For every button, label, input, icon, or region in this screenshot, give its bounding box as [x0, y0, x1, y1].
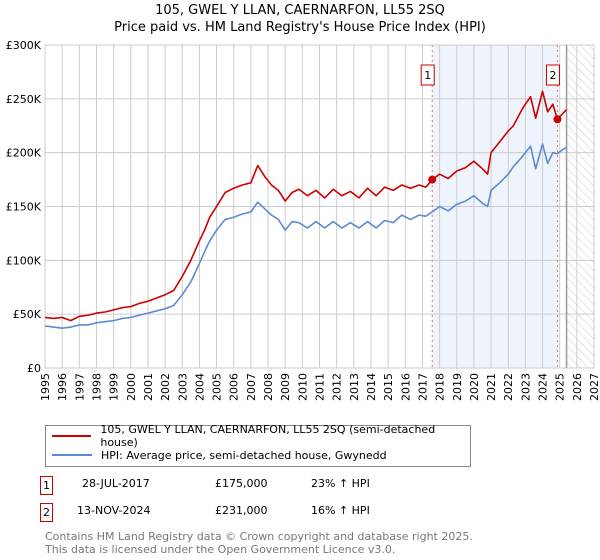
sale-marker-box: [545, 64, 560, 86]
sale-marker-box: [420, 64, 435, 86]
chart-subtitle: Price paid vs. HM Land Registry's House …: [114, 20, 486, 35]
x-tick-label: 2022: [502, 373, 515, 401]
x-tick-label: 2007: [245, 373, 258, 401]
x-tick-label: 2009: [279, 373, 292, 401]
x-tick-label: 2023: [519, 373, 532, 401]
hpi-series-line: [44, 143, 567, 329]
y-tick-label: £300K: [6, 39, 42, 52]
y-tick-label: £50K: [13, 308, 42, 321]
x-tick-label: 2014: [365, 373, 378, 401]
x-tick-label: 2027: [588, 373, 600, 401]
x-tick-label: 2000: [125, 373, 138, 401]
x-tick-label: 1998: [90, 373, 103, 401]
x-tick-label: 1999: [108, 373, 121, 401]
y-tick-label: £250K: [6, 93, 42, 106]
x-tick-label: 2024: [537, 373, 550, 401]
x-tick-label: 2026: [571, 373, 584, 401]
x-tick-label: 2021: [485, 373, 498, 401]
transaction-hpi: 23% ↑ HPI: [311, 477, 370, 490]
legend-red-line: [52, 435, 92, 437]
x-tick-label: 2001: [142, 373, 155, 401]
transaction-price: £175,000: [215, 477, 268, 490]
x-tick-label: 2004: [193, 373, 206, 401]
footer-line-1: Contains HM Land Registry data © Crown c…: [45, 530, 473, 543]
transaction-badge: 2: [40, 503, 53, 522]
x-tick-label: 1997: [73, 373, 86, 401]
transaction-date: 28-JUL-2017: [82, 477, 150, 490]
y-tick-label: £100K: [6, 254, 42, 267]
x-tick-label: 2015: [382, 373, 395, 401]
sale-point: [553, 115, 562, 124]
x-tick-label: 2005: [211, 373, 224, 401]
x-tick-label: 2018: [434, 373, 447, 401]
x-tick-label: 2011: [314, 373, 327, 401]
x-tick-label: 2012: [331, 373, 344, 401]
legend: 105, GWEL Y LLAN, CAERNARFON, LL55 2SQ (…: [45, 423, 471, 467]
plot-border: [44, 44, 595, 369]
x-tick-label: 2025: [554, 373, 567, 401]
x-tick-label: 2020: [468, 373, 481, 401]
legend-property-label: 105, GWEL Y LLAN, CAERNARFON, LL55 2SQ (…: [100, 423, 436, 449]
property-series-line: [44, 90, 568, 322]
x-tick-label: 2010: [296, 373, 309, 401]
x-tick-label: 2002: [159, 373, 172, 401]
transaction-badge: 1: [40, 476, 53, 495]
y-tick-label: £150K: [6, 201, 42, 214]
sale-point: [428, 175, 437, 184]
sale-marker-label: 2: [549, 69, 556, 82]
footer: Contains HM Land Registry data © Crown c…: [45, 530, 473, 556]
legend-blue-line: [52, 454, 92, 456]
transaction-hpi: 16% ↑ HPI: [311, 504, 370, 517]
legend-hpi-label: HPI: Average price, semi-detached house,…: [101, 448, 387, 462]
y-tick-label: £0: [27, 362, 41, 375]
x-tick-label: 2019: [451, 373, 464, 401]
chart-title: 105, GWEL Y LLAN, CAERNARFON, LL55 2SQ: [155, 3, 445, 18]
x-tick-label: 2017: [416, 373, 429, 401]
x-tick-label: 1995: [39, 373, 52, 401]
price-chart: 1995 1996 1997 1998 1999 2000 2001 2002 2003 2004…: [6, 39, 600, 401]
footer-line-2: This data is licensed under the Open Gov…: [45, 543, 396, 556]
x-tick-label: 2016: [399, 373, 412, 401]
transaction-date: 13-NOV-2024: [77, 504, 151, 517]
transaction-price: £231,000: [215, 504, 268, 517]
y-tick-label: £200K: [6, 147, 42, 160]
x-tick-label: 2006: [228, 373, 241, 401]
x-tick-label: 1996: [56, 373, 69, 401]
sale-marker-label: 1: [424, 69, 431, 82]
x-tick-label: 2003: [176, 373, 189, 401]
x-tick-label: 2013: [348, 373, 361, 401]
x-tick-label: 2008: [262, 373, 275, 401]
